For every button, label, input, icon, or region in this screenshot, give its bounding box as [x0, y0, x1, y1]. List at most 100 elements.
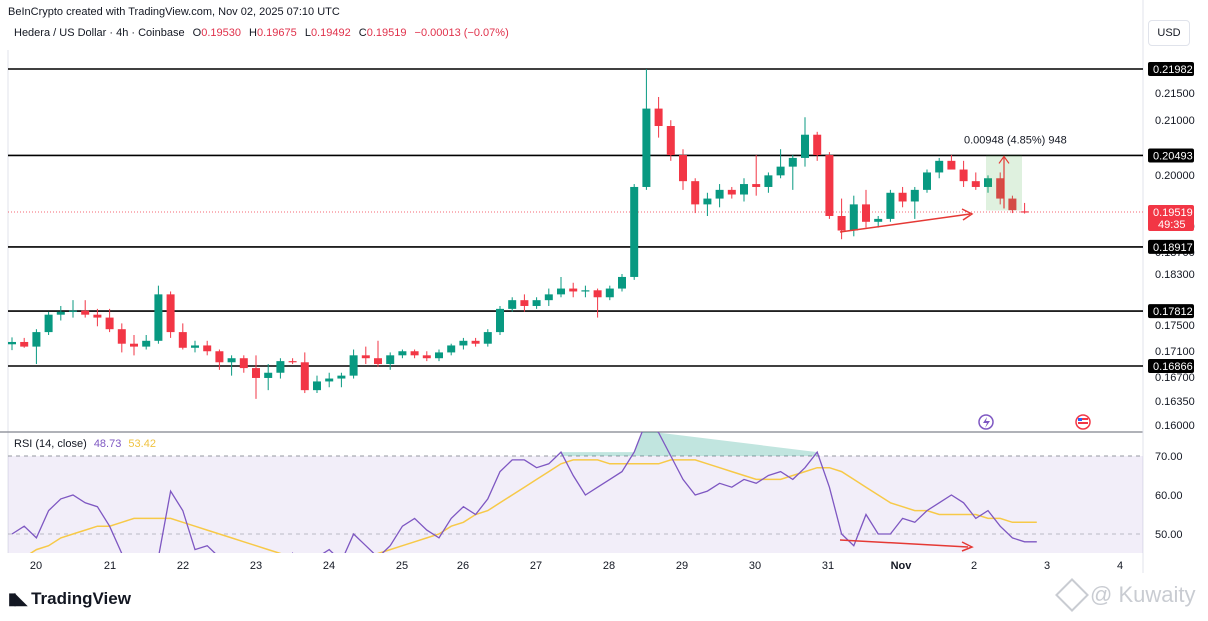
candle-body	[508, 300, 517, 309]
candle-body	[971, 181, 980, 187]
candle-body	[825, 155, 834, 216]
candle-body	[288, 361, 297, 363]
candle-body	[642, 108, 651, 187]
annotations: 0.00948 (4.85%) 948	[839, 134, 1091, 430]
candle-body	[252, 368, 260, 378]
level-tag-label: 0.18917	[1153, 242, 1193, 254]
price-tick-label: 0.16700	[1155, 372, 1195, 384]
candle-body	[1008, 198, 1017, 211]
us-flag-stripe	[1078, 418, 1088, 420]
high-value: 0.19675	[256, 27, 297, 39]
candle-body	[300, 362, 309, 391]
candle-body	[191, 345, 199, 348]
price-trend-arrow	[839, 213, 971, 233]
rsi-label: RSI (14, close)	[14, 438, 87, 450]
price-tick-label: 0.20000	[1155, 170, 1195, 182]
candle-body	[215, 351, 224, 363]
candle-body	[788, 157, 797, 167]
rsi-band	[8, 456, 1143, 553]
candle-body	[398, 351, 407, 356]
candle-body	[447, 345, 456, 353]
diamond-logo-icon	[1055, 578, 1089, 612]
time-tick-label: 20	[30, 560, 42, 572]
time-tick-label: Nov	[891, 560, 913, 572]
candle-body	[361, 355, 370, 359]
watermark-text: @ Kuwaity	[1090, 582, 1196, 607]
candle-body	[813, 134, 822, 156]
candle-body	[837, 215, 846, 231]
time-axis[interactable]: 20 21 22 23 24 25 26 27 28 29 30 31 Nov 2 3 4	[30, 560, 1123, 572]
price-tick-label: 0.18300	[1155, 269, 1195, 281]
time-tick-label: 4	[1117, 560, 1123, 572]
candle-body	[654, 108, 663, 127]
currency-selector[interactable]: USD	[1148, 20, 1190, 46]
candle-body	[703, 198, 712, 205]
current-price-tag	[1148, 204, 1194, 231]
candle-body	[618, 276, 626, 289]
candle-body	[459, 340, 468, 346]
candle-body	[996, 178, 1005, 199]
candle-body	[374, 358, 382, 365]
symbol-legend: Hedera / US Dollar · 4h · Coinbase O0.19…	[14, 27, 509, 39]
candles	[8, 69, 1029, 399]
candle-body	[679, 155, 687, 182]
tradingview-logo[interactable]: ▮◣ TradingView	[8, 589, 131, 609]
rsi-value: 48.73	[93, 438, 122, 450]
candle-body	[715, 189, 724, 199]
candle-body	[32, 332, 41, 347]
candle-body	[691, 181, 700, 205]
price-arrow-head	[961, 208, 974, 221]
candle-body	[886, 192, 895, 219]
time-tick-label: 2	[971, 560, 977, 572]
candle-body	[8, 341, 16, 345]
measure-label: 0.00948 (4.85%) 948	[964, 134, 1067, 146]
time-tick-label: 3	[1044, 560, 1050, 572]
level-tag	[1148, 239, 1194, 254]
candle-body	[776, 166, 785, 176]
candle-body	[557, 288, 565, 295]
time-tick-label: 28	[603, 560, 615, 572]
candle-body	[544, 294, 553, 301]
low-label: L	[304, 27, 311, 39]
candle-body	[69, 310, 77, 312]
candle-body	[947, 160, 956, 170]
time-tick-label: 24	[323, 560, 335, 572]
rsi-arrow-head	[961, 541, 974, 552]
countdown-label: 49:35	[1158, 219, 1186, 231]
candle-body	[264, 372, 273, 378]
us-flag-stripe	[1078, 422, 1088, 424]
rsi-line	[11, 432, 1037, 553]
level-tag	[1148, 359, 1194, 373]
price-tick-label: 0.21500	[1155, 88, 1195, 100]
candle-body	[117, 329, 126, 344]
tradingview-logo-icon: ▮◣	[8, 591, 27, 608]
candle-body	[166, 294, 175, 333]
candle-body	[581, 290, 590, 292]
level-tag	[1148, 148, 1194, 163]
time-tick-label: 23	[250, 560, 262, 572]
candle-body	[227, 358, 236, 363]
rsi-ma-line	[29, 459, 1037, 553]
candle-body	[203, 345, 212, 352]
candle-body	[959, 169, 968, 182]
price-pane	[0, 0, 1144, 573]
candle-body	[569, 288, 578, 292]
candle-body	[142, 340, 151, 347]
candle-body	[349, 355, 358, 376]
time-tick-label: 21	[104, 560, 116, 572]
level-tag-label: 0.17812	[1153, 306, 1193, 318]
price-axis[interactable]: 0.215000.210000.200000.191000.187000.183…	[1148, 62, 1195, 541]
candle-body	[532, 300, 541, 306]
candle-body	[935, 160, 944, 173]
lightning-icon	[978, 414, 994, 430]
rsi-divergence-arrow	[839, 539, 969, 548]
candle-body	[764, 175, 773, 187]
rsi-tick-label: 50.00	[1155, 529, 1183, 541]
candle-body	[313, 381, 321, 391]
candle-body	[849, 204, 858, 231]
rsi-pane	[8, 432, 1143, 553]
candle-body	[105, 317, 114, 330]
candle-body	[130, 343, 138, 347]
close-value: 0.19519	[366, 27, 407, 39]
